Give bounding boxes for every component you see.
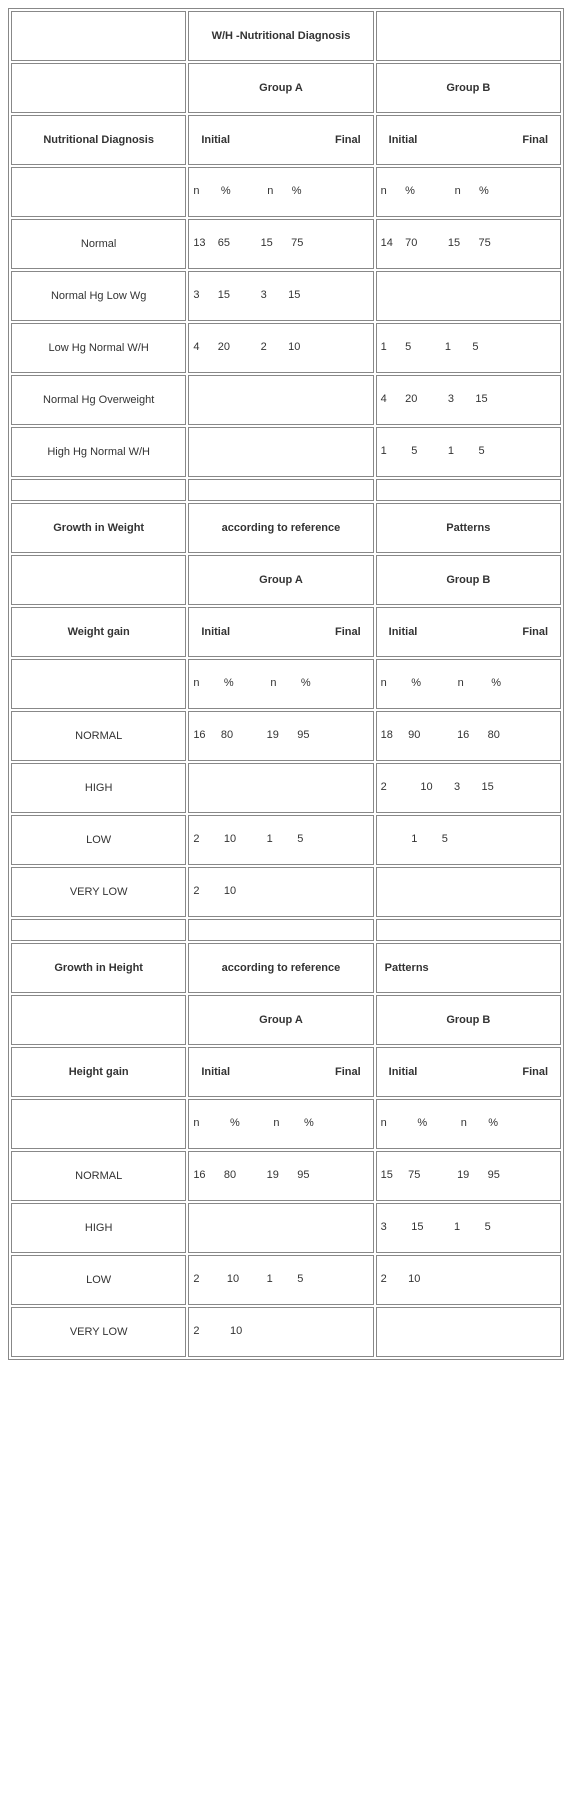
data-cell-b: 1 5 <box>376 815 561 865</box>
data-cell-b: 4 20 3 15 <box>376 375 561 425</box>
data-cell-b: 14 70 15 75 <box>376 219 561 269</box>
section1-title: W/H -Nutritional Diagnosis <box>188 11 373 61</box>
data-cell-a: 13 65 15 75 <box>188 219 373 269</box>
data-cell-b: 1 5 1 5 <box>376 323 561 373</box>
data-cell-a: 3 15 3 15 <box>188 271 373 321</box>
subhead-b: InitialFinal <box>376 607 561 657</box>
data-cell-a: 16 80 19 95 <box>188 1151 373 1201</box>
row-label: Normal Hg Overweight <box>11 375 186 425</box>
data-cell-a: 4 20 2 10 <box>188 323 373 373</box>
row-label: High Hg Normal W/H <box>11 427 186 477</box>
group-b-header: Group B <box>376 995 561 1045</box>
row-header: Height gain <box>11 1047 186 1097</box>
blank-cell <box>11 1099 186 1149</box>
row-label: VERY LOW <box>11 1307 186 1357</box>
section3-title: Growth in Height <box>11 943 186 993</box>
sub-labels-a: n % n % <box>188 167 373 217</box>
sub-labels-b: n % n % <box>376 659 561 709</box>
row-label: NORMAL <box>11 1151 186 1201</box>
group-b-header: Group B <box>376 555 561 605</box>
group-a-header: Group A <box>188 555 373 605</box>
section2-title: Growth in Weight <box>11 503 186 553</box>
section2-ref: according to reference <box>188 503 373 553</box>
data-cell-a: 2 10 <box>188 867 373 917</box>
row-label: LOW <box>11 815 186 865</box>
data-cell-a <box>188 375 373 425</box>
row-label: Normal Hg Low Wg <box>11 271 186 321</box>
sub-labels-b: n % n % <box>376 167 561 217</box>
group-a-header: Group A <box>188 63 373 113</box>
row-label: VERY LOW <box>11 867 186 917</box>
sub-labels-a: n % n % <box>188 659 373 709</box>
data-cell-a: 2 10 1 5 <box>188 1255 373 1305</box>
data-cell-b: 2 10 <box>376 1255 561 1305</box>
sub-labels-a: n % n % <box>188 1099 373 1149</box>
data-cell-a <box>188 427 373 477</box>
subhead-a: InitialFinal <box>188 115 373 165</box>
row-label: LOW <box>11 1255 186 1305</box>
row-label: Low Hg Normal W/H <box>11 323 186 373</box>
data-cell-b: 3 15 1 5 <box>376 1203 561 1253</box>
data-cell-a: 2 10 <box>188 1307 373 1357</box>
nutritional-table: W/H -Nutritional Diagnosis Group A Group… <box>8 8 564 1360</box>
subhead-b: InitialFinal <box>376 1047 561 1097</box>
group-b-header: Group B <box>376 63 561 113</box>
data-cell-b <box>376 867 561 917</box>
row-label: NORMAL <box>11 711 186 761</box>
data-cell-b: 2 10 3 15 <box>376 763 561 813</box>
subhead-a: InitialFinal <box>188 1047 373 1097</box>
row-label: HIGH <box>11 763 186 813</box>
blank-cell <box>11 659 186 709</box>
data-cell-b: 15 75 19 95 <box>376 1151 561 1201</box>
data-cell-a: 16 80 19 95 <box>188 711 373 761</box>
blank-cell <box>11 167 186 217</box>
data-cell-b <box>376 271 561 321</box>
subhead-a: InitialFinal <box>188 607 373 657</box>
sub-labels-b: n % n % <box>376 1099 561 1149</box>
blank-cell <box>11 555 186 605</box>
blank-cell <box>376 11 561 61</box>
blank-cell <box>11 995 186 1045</box>
subhead-b: InitialFinal <box>376 115 561 165</box>
blank-cell <box>11 11 186 61</box>
row-header: Nutritional Diagnosis <box>11 115 186 165</box>
data-cell-b: 18 90 16 80 <box>376 711 561 761</box>
blank-cell <box>11 63 186 113</box>
row-label: Normal <box>11 219 186 269</box>
group-a-header: Group A <box>188 995 373 1045</box>
section2-pat: Patterns <box>376 503 561 553</box>
data-cell-a <box>188 1203 373 1253</box>
data-cell-b <box>376 1307 561 1357</box>
section3-ref: according to reference <box>188 943 373 993</box>
data-cell-a <box>188 763 373 813</box>
data-cell-b: 1 5 1 5 <box>376 427 561 477</box>
row-label: HIGH <box>11 1203 186 1253</box>
section3-pat: Patterns <box>376 943 561 993</box>
data-cell-a: 2 10 1 5 <box>188 815 373 865</box>
row-header: Weight gain <box>11 607 186 657</box>
